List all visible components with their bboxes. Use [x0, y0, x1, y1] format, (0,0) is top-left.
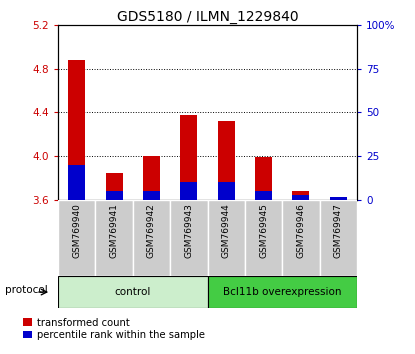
Bar — [330, 196, 347, 200]
FancyBboxPatch shape — [170, 200, 208, 276]
Bar — [143, 156, 160, 200]
Bar — [58, 276, 208, 308]
Bar — [68, 165, 85, 200]
Bar — [255, 157, 272, 200]
Text: GSM769942: GSM769942 — [147, 203, 156, 258]
Bar — [181, 183, 197, 200]
Bar — [68, 60, 85, 200]
Text: GSM769943: GSM769943 — [184, 203, 193, 258]
Text: GSM769940: GSM769940 — [72, 203, 81, 258]
Text: GSM769941: GSM769941 — [110, 203, 119, 258]
Text: GSM769944: GSM769944 — [222, 203, 231, 258]
Bar — [293, 195, 309, 200]
Bar — [208, 276, 357, 308]
Bar — [181, 115, 197, 200]
Bar — [106, 191, 122, 200]
FancyBboxPatch shape — [208, 200, 245, 276]
FancyBboxPatch shape — [282, 200, 320, 276]
FancyBboxPatch shape — [245, 200, 282, 276]
Text: protocol: protocol — [5, 285, 47, 296]
FancyBboxPatch shape — [320, 200, 357, 276]
Text: control: control — [115, 287, 151, 297]
Bar — [106, 173, 122, 200]
FancyBboxPatch shape — [95, 200, 133, 276]
Legend: transformed count, percentile rank within the sample: transformed count, percentile rank withi… — [22, 316, 205, 341]
Bar — [255, 191, 272, 200]
Bar — [143, 191, 160, 200]
Bar — [293, 191, 309, 200]
FancyBboxPatch shape — [58, 200, 95, 276]
Text: GSM769945: GSM769945 — [259, 203, 268, 258]
Bar — [218, 183, 234, 200]
Bar — [218, 121, 234, 200]
Text: Bcl11b overexpression: Bcl11b overexpression — [223, 287, 342, 297]
Text: GSM769946: GSM769946 — [296, 203, 305, 258]
Title: GDS5180 / ILMN_1229840: GDS5180 / ILMN_1229840 — [117, 10, 298, 24]
Text: GSM769947: GSM769947 — [334, 203, 343, 258]
FancyBboxPatch shape — [133, 200, 170, 276]
